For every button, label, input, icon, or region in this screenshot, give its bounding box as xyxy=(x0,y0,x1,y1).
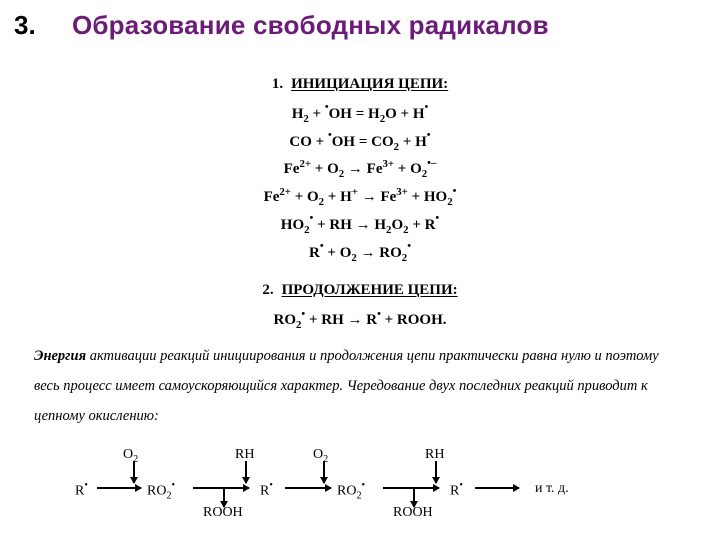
cycle-ROOH: ROOH xyxy=(203,505,243,521)
arrow-down-icon xyxy=(435,461,437,483)
equation: R• + O2 → RO2• xyxy=(0,240,720,267)
slide-title: Образование свободных радикалов xyxy=(72,10,549,41)
slide-body: 1. ИНИЦИАЦИЯ ЦЕПИ: H2 + •OH = H2O + H• CO… xyxy=(0,72,720,540)
cycle-O2: O2 xyxy=(123,447,138,465)
arrow-right-icon xyxy=(475,487,519,489)
cycle-R: R• xyxy=(75,481,88,500)
cycle-O2: O2 xyxy=(313,447,328,465)
cycle-R: R• xyxy=(260,481,273,500)
arrow-down-icon xyxy=(133,461,135,483)
cycle-R: R• xyxy=(450,481,463,500)
explanation-paragraph: Энергия активации реакций инициирования … xyxy=(34,342,686,431)
arrow-right-icon xyxy=(193,487,249,489)
section-2-num: 2. xyxy=(262,282,273,299)
arrow-right-icon xyxy=(285,487,331,489)
section-2-label: ПРОДОЛЖЕНИЕ ЦЕПИ: xyxy=(282,282,458,298)
cycle-RO2: RO2• xyxy=(147,481,175,501)
slide: 3. Образование свободных радикалов 1. ИНИ… xyxy=(0,0,720,540)
section-1-num: 1. xyxy=(272,76,283,93)
equation: HO2• + RH → H2O2 + R• xyxy=(0,212,720,239)
arrow-down-icon xyxy=(323,461,325,483)
chain-cycle-diagram: R• O2 RO2• RH ROOH R• O2 RO2• RH ROOH R• xyxy=(75,437,645,523)
arrow-right-icon xyxy=(383,487,439,489)
arrow-right-icon xyxy=(97,487,141,489)
section-1-title: 1. ИНИЦИАЦИЯ ЦЕПИ: xyxy=(0,76,720,93)
equation: H2 + •OH = H2O + H• xyxy=(0,101,720,128)
slide-number: 3. xyxy=(14,10,72,41)
cycle-RO2: RO2• xyxy=(337,481,365,501)
arrow-down-icon xyxy=(245,461,247,483)
equation: RO2• + RH → R• + ROOH. xyxy=(0,307,720,334)
equation: Fe2+ + O2 + H+ → Fe3+ + HO2• xyxy=(0,184,720,211)
equation: CO + •OH = CO2 + H• xyxy=(0,129,720,156)
paragraph-lead: Энергия xyxy=(34,348,86,364)
section-1-label: ИНИЦИАЦИЯ ЦЕПИ: xyxy=(291,76,448,92)
section-2-title: 2. ПРОДОЛЖЕНИЕ ЦЕПИ: xyxy=(0,282,720,299)
cycle-etc: и т. д. xyxy=(535,481,569,497)
cycle-ROOH: ROOH xyxy=(393,505,433,521)
paragraph-rest: активации реакций инициирования и продол… xyxy=(34,348,659,423)
equation: Fe2+ + O2 → Fe3+ + O2•– xyxy=(0,156,720,183)
slide-header: 3. Образование свободных радикалов xyxy=(0,10,720,41)
